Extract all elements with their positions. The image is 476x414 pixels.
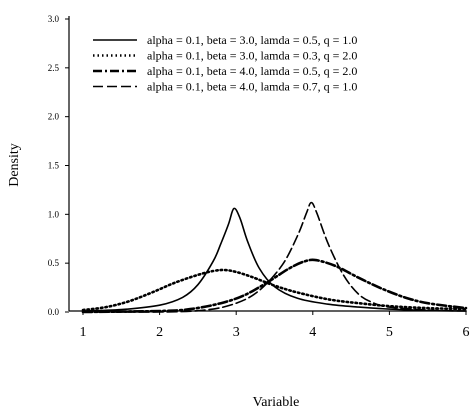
legend-label-3: alpha = 0.1, beta = 4.0, lamda = 0.5, q … <box>147 64 357 78</box>
x-axis-title: Variable <box>253 395 300 410</box>
x-tick-label: 4 <box>309 325 316 340</box>
x-tick-label: 6 <box>463 325 470 340</box>
y-tick-label: 0.5 <box>48 258 60 268</box>
y-tick-label: 3.0 <box>48 14 60 24</box>
y-tick-labels: 0.0 0.5 1.0 1.5 2.0 2.5 3.0 <box>48 14 60 317</box>
series-line-2 <box>81 268 468 312</box>
y-tick-label: 1.5 <box>48 161 60 171</box>
y-axis-title: Density <box>7 143 22 187</box>
y-tick-label: 2.5 <box>48 63 60 73</box>
x-tick-label: 1 <box>80 325 87 340</box>
legend-label-2: alpha = 0.1, beta = 3.0, lamda = 0.3, q … <box>147 49 357 63</box>
x-tick-labels: 1 2 3 4 5 6 <box>80 325 470 340</box>
x-tick-label: 3 <box>233 325 240 340</box>
series-line-3 <box>81 258 468 314</box>
y-tick-label: 0.0 <box>48 307 60 317</box>
y-tick-label: 1.0 <box>48 209 60 219</box>
series-line-4 <box>82 201 467 313</box>
x-tick-label: 5 <box>386 325 393 340</box>
legend-label-4: alpha = 0.1, beta = 4.0, lamda = 0.7, q … <box>147 80 357 94</box>
series-lines <box>81 201 468 314</box>
legend: alpha = 0.1, beta = 3.0, lamda = 0.5, q … <box>93 33 357 94</box>
y-tick-label: 2.0 <box>48 112 60 122</box>
x-tick-label: 2 <box>156 325 163 340</box>
legend-label-1: alpha = 0.1, beta = 3.0, lamda = 0.5, q … <box>147 33 357 47</box>
series-line-1 <box>82 207 467 312</box>
